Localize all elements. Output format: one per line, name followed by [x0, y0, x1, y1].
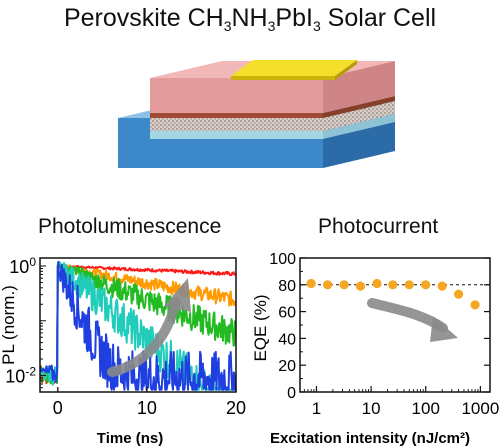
pc-data-point: [339, 280, 349, 290]
pc-x-label: Excitation intensity (nJ/cm²): [270, 430, 470, 447]
pc-y-tick-label: 0: [287, 385, 296, 402]
pl-y-label: PL (norm.): [0, 285, 18, 365]
pc-trend-arrow-head: [430, 316, 458, 342]
porous-layer: [150, 101, 395, 131]
pl-x-tick-label: 0: [53, 398, 63, 418]
pl-trend-arrow-shaft: [107, 297, 181, 377]
pc-data-point: [388, 280, 398, 290]
pc-data-point: [323, 280, 333, 290]
etl-layer: [150, 114, 395, 139]
perovskite-layer: [150, 96, 395, 118]
gold-contact: [231, 60, 357, 80]
pc-x-tick-label: 100: [412, 399, 440, 418]
pc-panel-title: Photocurrent: [318, 215, 439, 238]
pc-data-point: [306, 278, 316, 289]
pc-data-point: [372, 278, 382, 289]
pc-y-tick-label: 40: [278, 331, 296, 348]
pl-x-tick-label: 10: [137, 398, 157, 418]
pl-x-tick-label: 20: [226, 398, 246, 418]
pl-curves: [40, 260, 236, 391]
pl-chart: PL (norm.) 100 10-2 0 10 20 Time (ns): [0, 255, 246, 447]
pc-chart: EQE (%) 0 20 40 60 80 100 1 10 100 1000 Excitatio…: [251, 251, 499, 447]
pc-x-tick-label: 10: [362, 399, 381, 418]
pl-series-line: [40, 264, 236, 385]
pc-x-tick-label: 1: [312, 399, 321, 418]
device-schematic: [118, 60, 395, 168]
pl-y-tick: 100: [9, 255, 36, 277]
pc-data-point: [421, 280, 431, 290]
pc-y-tick-label: 100: [269, 251, 296, 268]
pc-y-label: EQE (%): [251, 294, 270, 361]
pc-data-point: [454, 289, 464, 299]
pl-panel-title: Photoluminescence: [38, 215, 222, 238]
pc-data-point: [470, 300, 480, 310]
pl-y-tick: 10-2: [5, 365, 36, 387]
figure-title: Perovskite CH3NH3PbI3 Solar Cell: [63, 4, 437, 34]
pc-y-tick-label: 20: [278, 358, 296, 375]
pc-axes-frame: [299, 257, 491, 393]
pc-y-tick-label: 80: [278, 278, 296, 295]
pl-trend-arrow-head: [164, 278, 191, 312]
pc-data-point: [355, 281, 366, 291]
pc-data-point: [404, 280, 414, 290]
pl-axes-frame: [39, 257, 237, 393]
pc-data-point: [437, 281, 447, 291]
pl-series-line: [40, 262, 236, 385]
pc-x-tick-label: 1000: [461, 399, 499, 418]
pc-y-tick-label: 60: [278, 305, 296, 322]
pl-x-label: Time (ns): [97, 430, 163, 447]
